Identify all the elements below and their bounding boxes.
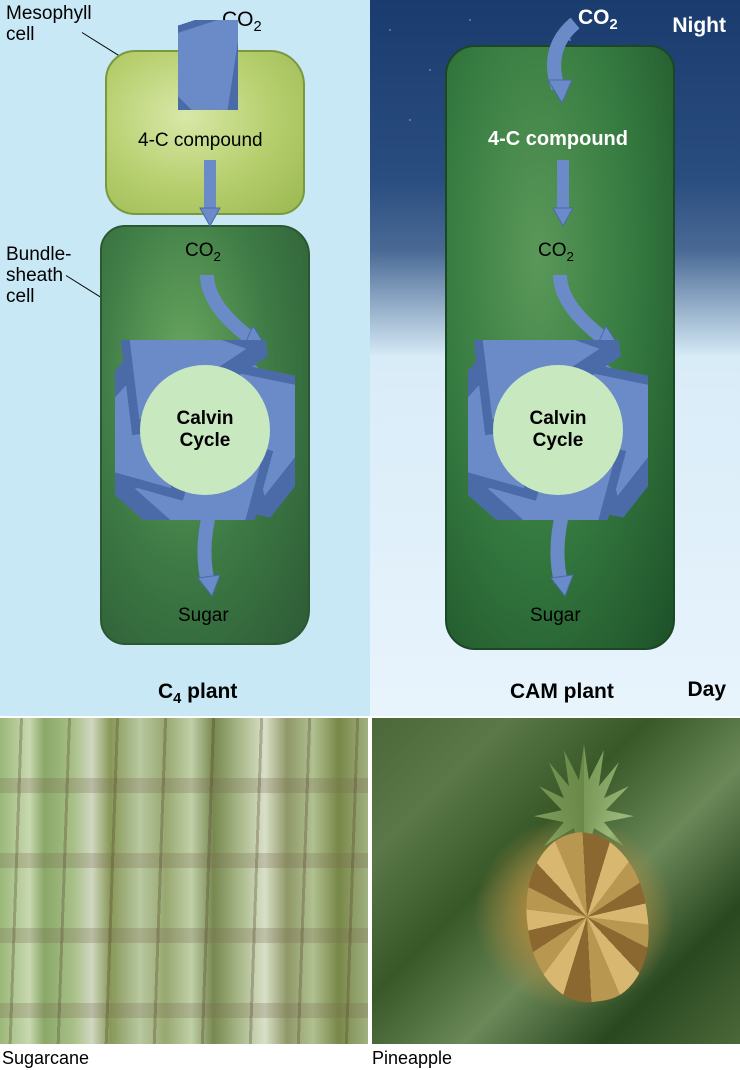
caption-pineapple: Pineapple bbox=[372, 1048, 452, 1070]
sugar-label: Sugar bbox=[178, 605, 229, 627]
arrow-to-sugar bbox=[190, 510, 230, 600]
mesophyll-label: Mesophyllcell bbox=[6, 4, 92, 46]
caption-row: Sugarcane Pineapple bbox=[0, 1044, 740, 1070]
caption-sugarcane: Sugarcane bbox=[0, 1048, 372, 1070]
compound-label-cam: 4-C compound bbox=[488, 128, 628, 151]
arrow-to-sugar-cam bbox=[543, 510, 583, 600]
arrow-down1 bbox=[195, 160, 225, 230]
c4-title: C4 plant bbox=[158, 680, 237, 707]
arrow-co2-in-cam bbox=[530, 18, 590, 108]
sugarcane-photo bbox=[0, 718, 368, 1044]
night-label: Night bbox=[672, 14, 726, 38]
photo-row bbox=[0, 718, 740, 1044]
bundle-label: Bundle-sheathcell bbox=[6, 245, 72, 308]
arrow-down1-cam bbox=[548, 160, 578, 230]
co2-label-mid-cam: CO2 bbox=[538, 240, 574, 264]
co2-label-mid: CO2 bbox=[185, 240, 221, 264]
cam-panel: Night Day CO2 4-C compound CO2 CalvinCyc bbox=[370, 0, 740, 716]
pineapple-photo bbox=[372, 718, 740, 1044]
day-label: Day bbox=[687, 678, 726, 702]
cam-title: CAM plant bbox=[510, 680, 614, 704]
calvin-cycle-label-cam: CalvinCycle bbox=[493, 365, 623, 495]
sugar-label-cam: Sugar bbox=[530, 605, 581, 627]
compound-label: 4-C compound bbox=[138, 130, 263, 152]
c4-panel: Mesophyllcell Bundle-sheathcell CO2 4-C … bbox=[0, 0, 370, 716]
calvin-cycle-label: CalvinCycle bbox=[140, 365, 270, 495]
arrow-co2-in bbox=[178, 20, 238, 110]
diagram-row: Mesophyllcell Bundle-sheathcell CO2 4-C … bbox=[0, 0, 740, 716]
